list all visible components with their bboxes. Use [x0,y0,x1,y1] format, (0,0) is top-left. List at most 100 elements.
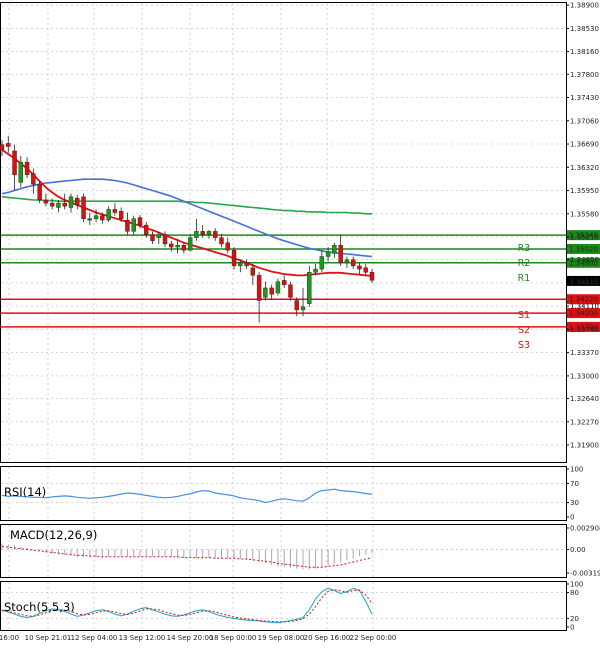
macd-signal-line [1,546,373,568]
price-series [0,135,375,323]
ma-blue-line [1,178,373,258]
candle-body [256,275,262,301]
stoch-tick-label: 0 [570,624,574,632]
y-tick-label: 1.37800 [570,71,599,79]
candle-body [118,211,124,220]
candle-body [156,234,161,238]
candle-body [250,267,256,276]
level-price-badge [567,308,600,319]
level-price-label: 1.34000 [569,310,598,318]
candle-body [325,251,331,257]
candle-body [75,197,80,206]
level-name-r1: R1 [518,273,531,284]
candle-body [357,265,362,270]
panel-frame-stoch [0,581,567,631]
y-tick-label: 1.35580 [570,210,599,218]
candle-body [12,150,17,176]
candle-body [169,243,174,248]
rsi-tick-label: 30 [570,499,579,507]
candle-body [0,144,5,150]
y-tick-label: 1.38160 [570,48,599,56]
candle-body [219,237,224,245]
x-tick-label: 20 Sep 16:00 [304,634,351,642]
candle-body [175,244,180,248]
y-tick-label: 1.37060 [570,117,599,125]
candle-body [288,284,293,298]
candle-body [200,231,205,235]
candle-body [213,231,218,238]
candle-body [125,219,130,232]
candle-body [307,272,312,304]
x-tick-label: 22 Sep 00:00 [350,634,397,642]
y-tick-label: 1.34480 [570,279,599,287]
x-tick-label: 16:00 [0,634,19,642]
y-tick-label: 1.35950 [570,187,599,195]
candle-body [350,259,356,267]
stoch-tick-label: 100 [570,581,583,589]
candle-body [263,287,268,298]
y-tick-label: 1.32640 [570,395,599,403]
level-price-badge [567,294,600,305]
candle-body [319,256,325,270]
candle-body [43,199,49,204]
y-tick-label: 1.34110 [570,303,599,311]
y-tick-label: 1.32270 [570,418,599,426]
candle-body [62,202,67,207]
candle-body [244,262,249,267]
candle-body [332,244,337,254]
candle-body [68,196,74,208]
stoch-tick-label: 20 [570,615,579,623]
x-tick-label: 14 Sep 20:00 [167,634,214,642]
stoch-tick-label: 80 [570,589,579,597]
candle-body [93,215,99,220]
ma-red-line [1,148,373,277]
rsi-title: RSI(14) [4,485,46,499]
rsi-tick-label: 100 [570,466,583,474]
level-price-badge [567,230,600,241]
candle-body [150,234,155,241]
level-price-label: 1.35020 [569,245,598,253]
rsi-tick-label: 70 [570,480,579,488]
candle-body [6,143,11,147]
candle-body [137,217,143,226]
y-tick-label: 1.34850 [570,256,599,264]
y-tick-label: 1.36320 [570,164,599,172]
candle-body [313,268,318,273]
candle-body [206,231,212,235]
candle-body [24,162,30,176]
x-tick-label: 19 Sep 08:00 [258,634,305,642]
candle-body [282,280,287,285]
y-tick-label: 1.33370 [570,349,599,357]
level-name-s1: S1 [518,310,530,321]
pivot-levels: R31.35240R21.35020R11.34800S11.34220S21.… [1,230,600,351]
y-tick-label: 1.38530 [570,25,599,33]
panel-frame-main [0,2,567,463]
candle-body [100,215,105,221]
indicator-series: RSI(14) MACD(12,26,9) Stoch(5,5,3) [1,485,373,624]
candle-body [144,224,149,235]
rsi-tick-label: 0 [570,514,574,522]
candle-body [131,218,136,232]
candle-body [56,202,61,208]
current-price-badge [567,275,600,286]
current-price-label: 1.34511 [569,277,598,285]
macd-tick-label: 0.00 [570,546,586,554]
candle-body [37,184,42,201]
candle-body [81,196,86,220]
y-tick-label: 1.33740 [570,326,599,334]
level-name-s2: S2 [518,325,530,336]
rsi-line [1,488,373,504]
y-tick-label: 1.37430 [570,94,599,102]
x-tick-label: 18 Sep 00:00 [210,634,257,642]
candle-body [363,267,368,273]
candle-body [49,202,55,207]
candle-body [225,242,230,251]
level-price-label: 1.34800 [569,259,598,267]
level-price-label: 1.35240 [569,232,598,240]
panel-frames [0,2,567,631]
y-tick-label: 1.35210 [570,234,599,242]
x-tick-label: 10 Sep 21:01 [25,634,72,642]
